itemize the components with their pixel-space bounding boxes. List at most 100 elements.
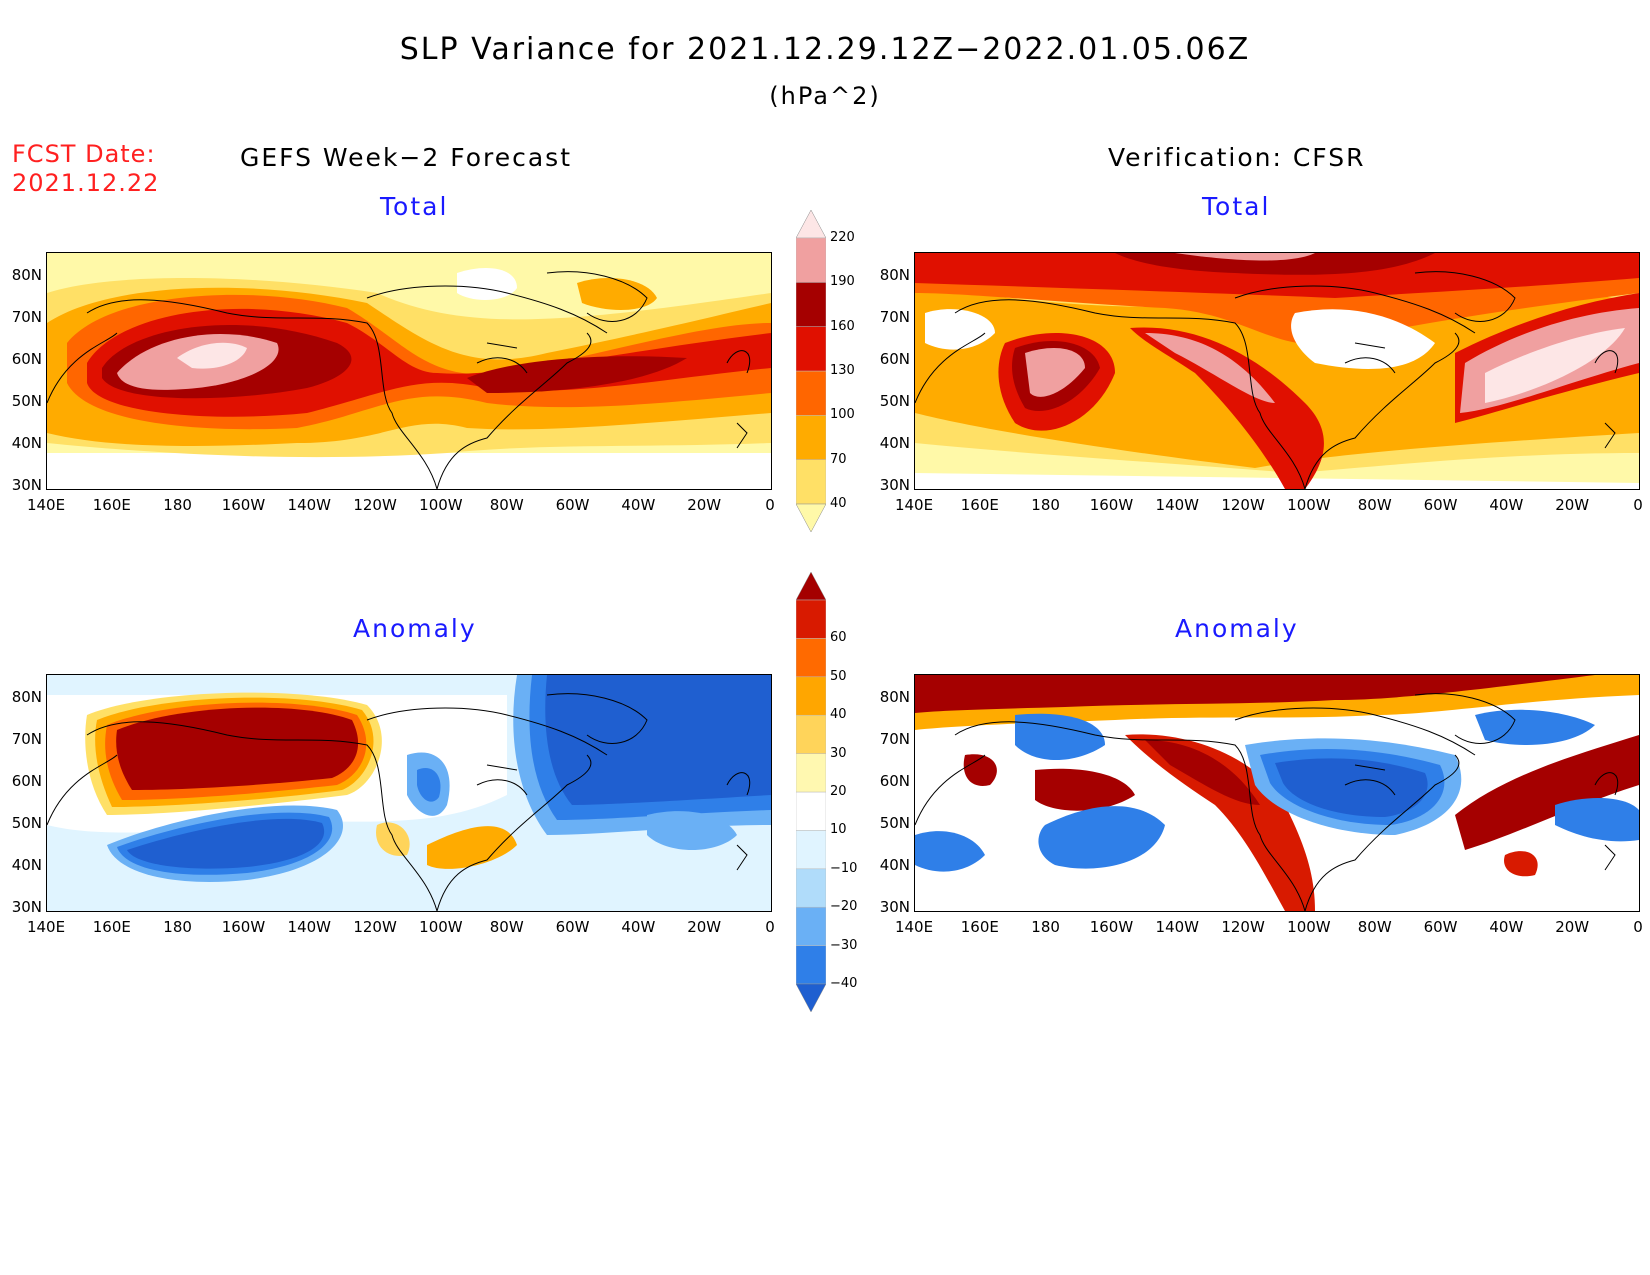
lat-tick-label: 30N bbox=[11, 898, 42, 916]
lat-tick-label: 70N bbox=[11, 730, 42, 748]
lat-tick-label: 60N bbox=[11, 350, 42, 368]
lon-tick-label: 80W bbox=[1357, 918, 1392, 936]
cfsr-anomaly-map bbox=[914, 674, 1640, 912]
lon-tick-label: 120W bbox=[353, 496, 397, 514]
lon-tick-label: 120W bbox=[353, 918, 397, 936]
top-right-panel-title: Total bbox=[1202, 192, 1271, 221]
lat-tick-label: 40N bbox=[879, 856, 910, 874]
colorbar-level-label: 190 bbox=[830, 274, 855, 290]
colorbar-swatch bbox=[796, 282, 826, 327]
lon-tick-label: 100W bbox=[1287, 918, 1331, 936]
bottom-right-panel-title: Anomaly bbox=[1175, 614, 1299, 643]
bottom-left-panel-title: Anomaly bbox=[353, 614, 477, 643]
lon-tick-label: 140W bbox=[287, 918, 331, 936]
lat-tick-label: 50N bbox=[879, 392, 910, 410]
lat-tick-label: 50N bbox=[11, 392, 42, 410]
lon-tick-label: 20W bbox=[1555, 496, 1590, 514]
colorbar-level-label: 130 bbox=[830, 363, 855, 378]
lon-tick-label: 0 bbox=[1633, 496, 1643, 514]
lon-tick-label: 140E bbox=[26, 496, 66, 514]
lat-tick-label: 30N bbox=[879, 476, 910, 494]
lat-tick-label: 40N bbox=[879, 434, 910, 452]
lon-tick-label: 80W bbox=[489, 496, 524, 514]
colorbar-swatch bbox=[796, 945, 826, 985]
lat-tick-label: 60N bbox=[879, 772, 910, 790]
lat-tick-label: 80N bbox=[11, 266, 42, 284]
lat-tick-label: 50N bbox=[879, 814, 910, 832]
lon-tick-label: 180 bbox=[163, 496, 192, 514]
lon-tick-label: 40W bbox=[1489, 496, 1524, 514]
colorbar-swatch bbox=[796, 599, 826, 639]
lon-tick-label: 100W bbox=[1287, 496, 1331, 514]
colorbar-swatch bbox=[796, 714, 826, 754]
lat-tick-label: 70N bbox=[11, 308, 42, 326]
lon-tick-label: 160W bbox=[1089, 918, 1134, 936]
colorbar-bottom-extension bbox=[796, 503, 826, 532]
colorbar-swatch bbox=[796, 237, 826, 283]
lon-tick-label: 140W bbox=[1155, 496, 1199, 514]
gefs-total-map bbox=[46, 252, 772, 490]
lon-tick-label: 180 bbox=[1031, 918, 1060, 936]
total-colorbar bbox=[796, 210, 826, 532]
colorbar-swatch bbox=[796, 753, 826, 793]
lon-tick-label: 20W bbox=[687, 918, 722, 936]
lon-tick-label: 140E bbox=[894, 496, 934, 514]
colorbar-bottom-extension bbox=[796, 983, 826, 1012]
lon-tick-label: 60W bbox=[555, 918, 590, 936]
lat-tick-label: 60N bbox=[879, 350, 910, 368]
colorbar-swatch bbox=[796, 830, 826, 870]
lon-tick-label: 60W bbox=[1423, 918, 1458, 936]
lon-tick-label: 40W bbox=[1489, 918, 1524, 936]
lon-tick-label: 60W bbox=[555, 496, 590, 514]
forecast-date-value: 2021.12.22 bbox=[12, 169, 160, 197]
figure-units: (hPa^2) bbox=[769, 82, 881, 110]
lon-tick-label: 180 bbox=[163, 918, 192, 936]
colorbar-level-label: 70 bbox=[830, 451, 847, 467]
lon-tick-label: 40W bbox=[621, 496, 656, 514]
colorbar-swatch bbox=[796, 638, 826, 678]
colorbar-swatch bbox=[796, 906, 826, 946]
lon-tick-label: 0 bbox=[1633, 918, 1643, 936]
colorbar-level-label: 40 bbox=[830, 707, 847, 723]
lon-tick-label: 40W bbox=[621, 918, 656, 936]
colorbar-swatch bbox=[796, 459, 826, 505]
anomaly-colorbar bbox=[796, 572, 826, 1012]
lon-tick-label: 100W bbox=[419, 918, 463, 936]
lon-tick-label: 160W bbox=[1089, 496, 1134, 514]
lon-tick-label: 160E bbox=[960, 918, 999, 936]
forecast-date-block: FCST Date: 2021.12.22 bbox=[12, 140, 159, 198]
colorbar-swatch bbox=[796, 868, 826, 908]
lat-tick-label: 60N bbox=[11, 772, 42, 790]
lon-tick-label: 140W bbox=[1155, 918, 1199, 936]
cfsr-total-map bbox=[914, 252, 1640, 490]
lon-tick-label: 60W bbox=[1423, 496, 1458, 514]
lat-tick-label: 70N bbox=[879, 308, 910, 326]
lon-tick-label: 160W bbox=[221, 918, 266, 936]
lat-tick-label: 40N bbox=[11, 434, 42, 452]
lon-tick-label: 120W bbox=[1221, 918, 1265, 936]
lat-tick-label: 70N bbox=[879, 730, 910, 748]
lon-tick-label: 100W bbox=[419, 496, 463, 514]
top-left-panel-title: Total bbox=[380, 192, 449, 221]
colorbar-level-label: 60 bbox=[830, 630, 847, 646]
colorbar-level-label: 10 bbox=[830, 822, 847, 838]
colorbar-level-label: −30 bbox=[830, 937, 858, 953]
colorbar-level-label: 40 bbox=[830, 496, 847, 511]
colorbar-level-label: 30 bbox=[830, 745, 847, 761]
colorbar-top-extension bbox=[796, 572, 826, 601]
forecast-date-label: FCST Date: bbox=[12, 140, 156, 168]
colorbar-level-label: −20 bbox=[830, 899, 858, 915]
lon-tick-label: 20W bbox=[1555, 918, 1590, 936]
figure-title: SLP Variance for 2021.12.29.12Z−2022.01.… bbox=[399, 32, 1251, 67]
lon-tick-label: 160E bbox=[92, 918, 131, 936]
colorbar-swatch bbox=[796, 791, 826, 831]
lon-tick-label: 80W bbox=[489, 918, 524, 936]
lon-tick-label: 160E bbox=[960, 496, 999, 514]
lat-tick-label: 80N bbox=[879, 688, 910, 706]
lat-tick-label: 30N bbox=[11, 476, 42, 494]
lon-tick-label: 120W bbox=[1221, 496, 1265, 514]
colorbar-level-label: 50 bbox=[830, 668, 847, 684]
lon-tick-label: 140E bbox=[894, 918, 934, 936]
colorbar-level-label: 20 bbox=[830, 784, 847, 799]
lat-tick-label: 80N bbox=[11, 688, 42, 706]
